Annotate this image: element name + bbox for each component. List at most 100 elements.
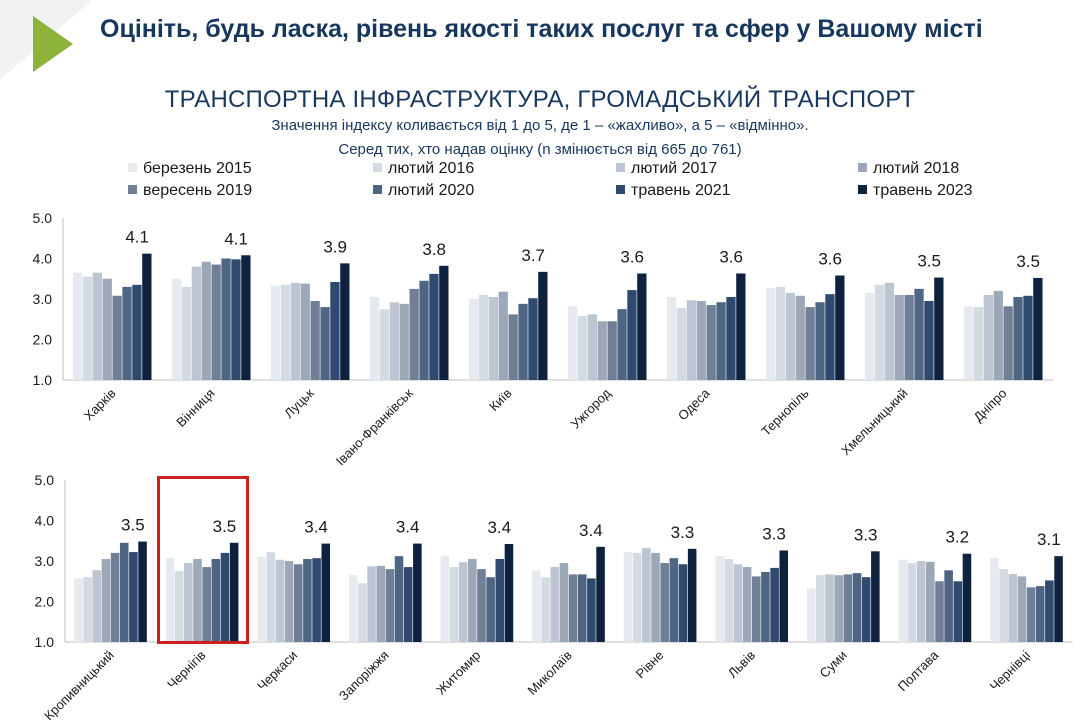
bar — [440, 556, 450, 642]
bar — [270, 285, 281, 380]
bar — [651, 552, 660, 642]
bar — [568, 574, 578, 642]
bar — [1008, 573, 1018, 642]
category-label: Чернівці — [987, 647, 1033, 693]
legend-label: вересень 2019 — [143, 182, 253, 199]
bar — [538, 271, 548, 380]
bar — [518, 303, 528, 380]
bar — [916, 561, 926, 642]
bar — [184, 563, 193, 642]
bar — [687, 548, 697, 642]
bar — [894, 294, 904, 380]
bar — [907, 563, 917, 642]
bar — [171, 278, 182, 380]
legend-item: вересень 2019 — [128, 182, 252, 202]
bar — [367, 566, 376, 642]
y-tick-label: 1.0 — [33, 372, 53, 388]
bar — [726, 296, 736, 380]
category-label: Чернігів — [164, 647, 208, 691]
bar — [101, 558, 111, 642]
bar — [806, 588, 816, 642]
legend-label: лютий 2016 — [388, 160, 475, 177]
y-tick-label: 3.0 — [35, 553, 55, 569]
category-label: Житомир — [433, 648, 483, 698]
bar — [449, 567, 459, 642]
bar — [201, 261, 211, 380]
bar — [761, 571, 770, 642]
bar — [715, 556, 724, 642]
bar — [275, 559, 285, 642]
bar — [724, 558, 734, 642]
data-label: 3.3 — [854, 525, 878, 544]
bar — [508, 314, 518, 380]
category-label: Тернопіль — [758, 385, 811, 438]
y-tick-label: 2.0 — [33, 332, 53, 348]
bar — [834, 575, 843, 642]
bar — [119, 542, 129, 642]
bar — [541, 577, 550, 642]
accent-triangle-icon — [33, 16, 73, 72]
bar — [825, 574, 834, 642]
data-label: 3.5 — [121, 516, 145, 535]
bar — [686, 300, 696, 380]
bar — [926, 561, 935, 642]
category-label: Харків — [81, 385, 119, 423]
bar — [884, 282, 894, 380]
bar — [376, 565, 385, 642]
bar — [706, 305, 716, 380]
bar — [399, 303, 409, 380]
bar — [122, 286, 132, 380]
bar — [953, 581, 963, 642]
page-title: Оцініть, будь ласка, рівень якості таких… — [100, 15, 983, 43]
bar — [403, 567, 413, 642]
bar — [587, 578, 596, 642]
bar — [623, 552, 633, 642]
bar — [495, 558, 505, 642]
bar — [488, 296, 498, 380]
bar — [632, 552, 642, 642]
bar — [290, 282, 300, 380]
bar — [419, 280, 429, 380]
bar — [303, 558, 312, 642]
bar — [660, 563, 669, 642]
highlight-box-chernihiv — [157, 476, 249, 644]
bar — [211, 264, 221, 380]
bar — [266, 552, 276, 642]
bar — [1026, 587, 1036, 642]
category-label: Одеса — [675, 385, 713, 423]
category-label: Львів — [725, 647, 758, 680]
bar — [112, 295, 122, 380]
legend-item: лютий 2020 — [373, 182, 474, 202]
legend-label: травень 2023 — [873, 182, 973, 199]
bar — [805, 307, 815, 380]
bar — [785, 292, 795, 380]
bar — [379, 309, 390, 380]
y-tick-label: 3.0 — [33, 291, 53, 307]
bar — [294, 564, 303, 642]
data-label: 3.4 — [396, 518, 420, 537]
category-label: Вінниця — [173, 386, 217, 430]
data-label: 3.5 — [1016, 252, 1040, 271]
bar — [92, 570, 102, 642]
bar — [983, 294, 993, 380]
legend-item: лютий 2017 — [616, 160, 717, 180]
legend-item: травень 2023 — [858, 182, 973, 202]
category-label: Київ — [486, 385, 515, 414]
bar — [770, 567, 779, 642]
bar — [864, 292, 875, 380]
index-range-note: Значення індексу коливається від 1 до 5,… — [271, 117, 809, 134]
bar — [220, 552, 230, 642]
legend-label: травень 2021 — [631, 182, 731, 199]
bar — [340, 263, 350, 380]
bar — [486, 577, 495, 642]
bar — [132, 284, 142, 380]
bar — [999, 569, 1008, 642]
bar — [389, 302, 399, 380]
legend-label: лютий 2020 — [388, 182, 475, 199]
bar — [498, 291, 508, 380]
legend-item: травень 2021 — [616, 182, 731, 202]
bar — [429, 273, 439, 380]
bar — [110, 552, 120, 642]
